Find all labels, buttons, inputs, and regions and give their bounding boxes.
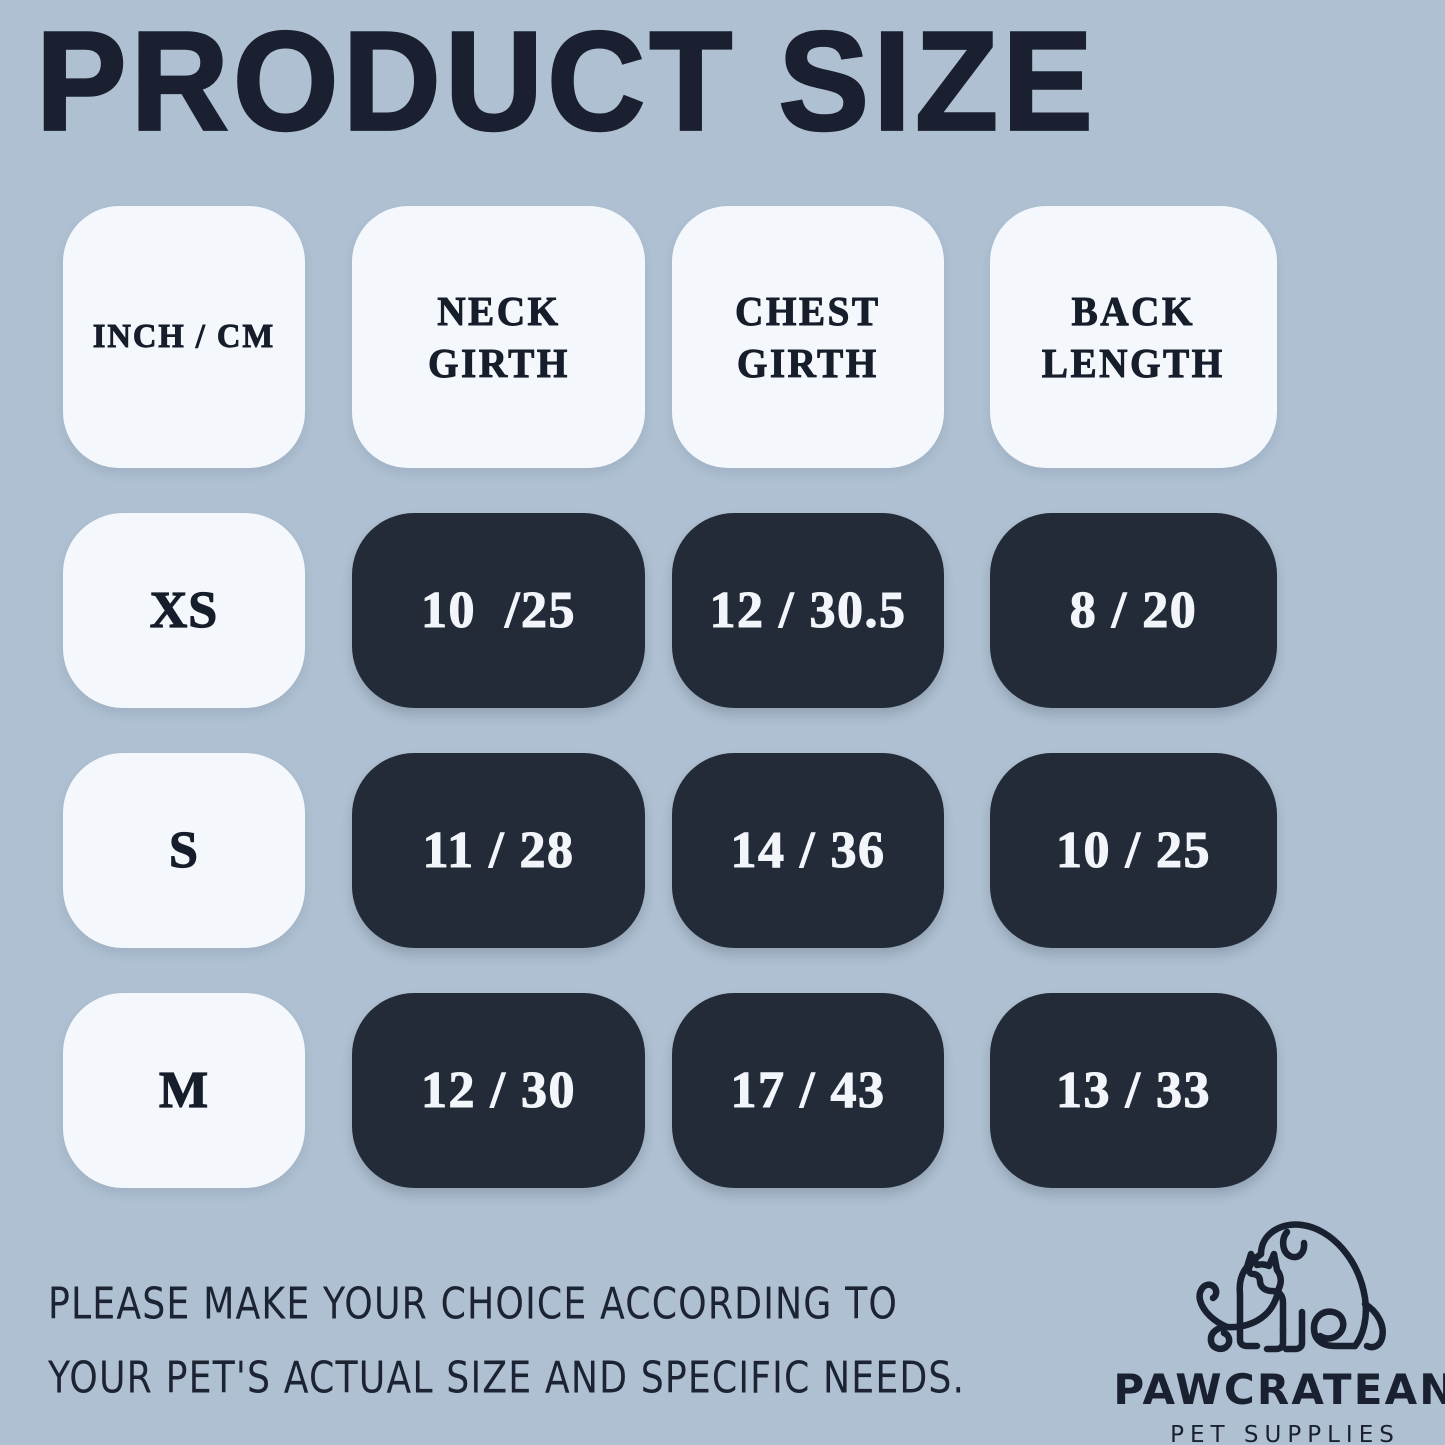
value-cell-back-length: 10 / 25 (990, 753, 1277, 948)
header-cell-unit: INCH / CM (63, 206, 305, 468)
value-cell-chest-girth: 12 / 30.5 (672, 513, 944, 708)
value-chest-girth: 17 / 43 (730, 1061, 886, 1119)
value-chest-girth: 14 / 36 (730, 821, 886, 879)
value-cell-back-length: 13 / 33 (990, 993, 1277, 1188)
header-line-2: LENGTH (1042, 340, 1225, 387)
header-cell-back-length: BACK LENGTH (990, 206, 1277, 468)
value-cell-chest-girth: 14 / 36 (672, 753, 944, 948)
brand-wordmark: PAWCRATEAN (1113, 1365, 1445, 1414)
table-row-size-label: XS (63, 513, 305, 708)
brand-logo: PAWCRATEAN PET SUPPLIES (1113, 1212, 1445, 1445)
title-area: PRODUCT SIZE (35, 10, 1094, 154)
size-label: XS (149, 581, 219, 639)
header-label-chest-girth: CHEST GIRTH (732, 285, 884, 389)
dog-and-cat-line-icon (1196, 1221, 1386, 1353)
header-label-unit: INCH / CM (92, 318, 276, 356)
value-cell-chest-girth: 17 / 43 (672, 993, 944, 1188)
size-label: S (168, 821, 199, 879)
size-chart-table: INCH / CM NECK GIRTH CHEST GIRTH BACK LE… (0, 206, 1445, 1188)
value-back-length: 10 / 25 (1055, 821, 1211, 879)
value-cell-neck-girth: 11 / 28 (352, 753, 645, 948)
footer-note: PLEASE MAKE YOUR CHOICE ACCORDING TO YOU… (48, 1268, 978, 1416)
header-line-1: BACK (1071, 288, 1196, 335)
value-cell-neck-girth: 12 / 30 (352, 993, 645, 1188)
header-label-neck-girth: NECK GIRTH (425, 285, 573, 389)
header-line-2: GIRTH (427, 340, 570, 387)
table-row-size-label: M (63, 993, 305, 1188)
header-line-1: NECK (436, 288, 561, 335)
footer-note-line-1: PLEASE MAKE YOUR CHOICE ACCORDING TO (48, 1279, 899, 1330)
header-line-1: CHEST (735, 288, 881, 335)
brand-tagline: PET SUPPLIES (1170, 1422, 1400, 1445)
footer-note-line-2: YOUR PET'S ACTUAL SIZE AND SPECIFIC NEED… (48, 1353, 966, 1404)
value-chest-girth: 12 / 30.5 (709, 581, 907, 639)
table-row-size-label: S (63, 753, 305, 948)
value-back-length: 13 / 33 (1055, 1061, 1211, 1119)
value-neck-girth: 10 /25 (420, 581, 576, 639)
value-back-length: 8 / 20 (1069, 581, 1198, 639)
header-line-2: GIRTH (737, 340, 879, 387)
value-neck-girth: 11 / 28 (422, 821, 575, 879)
value-neck-girth: 12 / 30 (420, 1061, 576, 1119)
header-cell-neck-girth: NECK GIRTH (352, 206, 645, 468)
value-cell-back-length: 8 / 20 (990, 513, 1277, 708)
header-label-back-length: BACK LENGTH (1038, 285, 1228, 389)
header-cell-chest-girth: CHEST GIRTH (672, 206, 944, 468)
size-label: M (158, 1061, 210, 1119)
page-title: PRODUCT SIZE (35, 3, 1097, 161)
value-cell-neck-girth: 10 /25 (352, 513, 645, 708)
